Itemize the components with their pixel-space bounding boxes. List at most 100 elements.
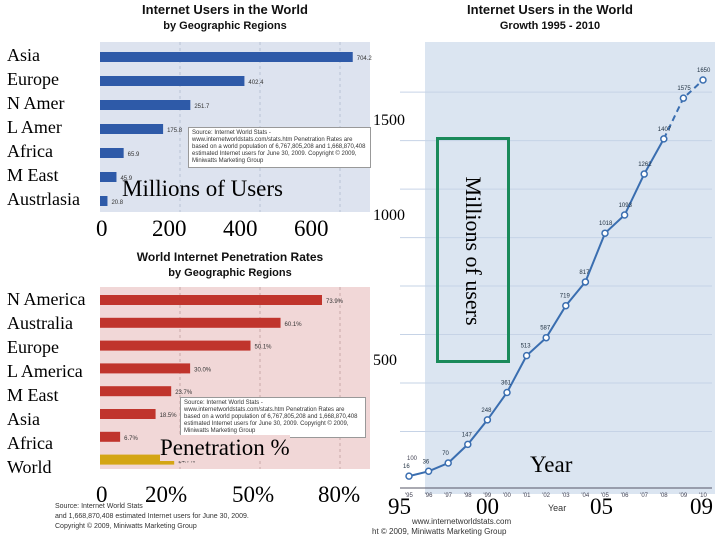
chart2-xtick-label: 50%: [232, 482, 275, 507]
chart3-inner-xtick: '97: [444, 493, 452, 499]
chart3-ytick-label: 1500: [373, 112, 405, 129]
chart3-value-label: 1407: [658, 127, 672, 133]
chart3-point: [424, 467, 433, 476]
chart1-source-note: Source: Internet World Stats - www.inter…: [188, 127, 371, 168]
chart2-title: World Internet Penetration Rates: [136, 250, 324, 264]
chart1-svg: 704.2 402.4 251.7 175.8 65.9 45.9 20.8: [100, 42, 373, 212]
chart3-point: [542, 333, 550, 342]
chart2-category-label: N America: [7, 289, 86, 309]
chart3-point: [483, 416, 492, 424]
chart2-svg: 73.9% 60.1% 50.1% 30.0% 23.7% 18.5% 6.7% 24.7%: [100, 287, 344, 469]
chart2-value-label: 30.0%: [194, 367, 212, 373]
chart1-xtick-label: 400: [223, 216, 258, 241]
chart1-xtick-label: 200: [152, 216, 187, 241]
chart3-inner-xtick: '04: [581, 493, 589, 499]
chart3-inner-xtick: '08: [660, 493, 668, 499]
chart3-point: [562, 301, 570, 310]
chart2-xlabel: Penetration %: [160, 435, 290, 461]
chart3-value-label: 513: [521, 344, 532, 350]
chart1-subtitle: by Geographic Regions: [163, 20, 287, 32]
chart1-value-label: 251.7: [194, 104, 210, 110]
chart2-value-label: 50.1%: [255, 345, 273, 351]
chart1-category-label: Africa: [7, 141, 53, 161]
chart2-value-label: 23.7%: [175, 390, 193, 396]
chart1-category-label: Europe: [7, 69, 59, 89]
chart3-ylabel-box: [436, 137, 510, 363]
chart3-value-label: 361: [501, 380, 512, 386]
chart1-category-label: M East: [7, 165, 59, 185]
chart1-bar: [100, 52, 353, 62]
chart3-point: [581, 278, 590, 286]
chart1-xtick-label: 600: [294, 216, 329, 241]
chart3-point: [405, 472, 413, 480]
chart2-bar: [100, 317, 281, 328]
chart1-bar: [100, 124, 164, 134]
chart2-bar: [100, 409, 156, 419]
chart1-title: Internet Users in the World: [142, 2, 308, 17]
chart3-value-label: 1018: [599, 221, 613, 227]
chart3-value-label: 1575: [677, 86, 691, 92]
chart2-title-block: World Internet Penetration Rates by Geog…: [100, 249, 360, 281]
chart3-bottom-note: www.internetworldstats.com ht © 2009, Mi…: [372, 517, 511, 537]
chart3-inner-xtick: '10: [699, 493, 707, 499]
chart2-value-label: 24.7%: [178, 459, 196, 465]
chart3-inner-ytick: 100: [407, 456, 418, 462]
chart2-value-label: 18.5%: [160, 413, 178, 419]
chart3-ylabel: Millions of users: [461, 176, 486, 326]
chart3-xtick-label: 00: [476, 494, 499, 519]
chart3-inner-xtick: '01: [523, 493, 531, 499]
chart3-point: [679, 94, 688, 102]
chart3-inner-xtick: '00: [503, 493, 511, 499]
chart2-category-label: World: [7, 457, 52, 477]
chart3-value-label: 147: [462, 432, 473, 438]
chart3-point: [464, 440, 472, 449]
chart3-point: [503, 388, 511, 397]
chart3-inner-xtick: '03: [562, 493, 570, 499]
chart2-bar: [100, 454, 175, 465]
chart1-value-label: 704.2: [357, 56, 373, 62]
chart1-bar: [100, 196, 108, 206]
chart3-inner-xtick: '05: [601, 493, 609, 499]
chart2-bottom-note-line2: and 1,668,870,408 estimated Internet use…: [55, 513, 249, 520]
chart3-value-label: 587: [540, 326, 551, 332]
chart1-xtick-label: 0: [96, 216, 108, 241]
chart1-bar: [100, 76, 245, 86]
chart3-ytick-label: 500: [373, 352, 397, 369]
chart3-subtitle: Growth 1995 - 2010: [499, 20, 601, 32]
chart3-point: [699, 76, 707, 84]
chart3-series-line: [408, 138, 665, 478]
chart3-inner-xlabel: Year: [548, 503, 567, 513]
chart3-xlabel: Year: [530, 452, 573, 477]
chart3-inner-xtick: '06: [621, 493, 629, 499]
chart3-value-label: 1262: [638, 162, 652, 168]
chart2-bar: [100, 295, 322, 305]
chart1-value-label: 175.8: [167, 128, 183, 134]
chart1-value-label: 402.4: [248, 80, 264, 86]
chart3-point: [660, 135, 668, 143]
chart2-category-label: Africa: [7, 433, 53, 453]
chart3-value-label: 248: [481, 408, 492, 414]
chart2-category-label: M East: [7, 385, 59, 405]
chart1-title-block: Internet Users in the World by Geographi…: [100, 2, 350, 34]
chart3-point: [601, 229, 609, 237]
chart3-point: [640, 170, 648, 178]
chart3-bottom-note-line1: www.internetworldstats.com: [412, 517, 512, 526]
chart3-point: [620, 211, 629, 219]
chart2-bottom-note-line1: Source: Internet World Stats: [55, 503, 143, 510]
chart1-bar: [100, 100, 191, 110]
chart3-inner-xtick: '96: [425, 493, 433, 499]
chart1-bar: [100, 148, 124, 158]
chart3-point: [444, 459, 452, 467]
chart2-bar: [100, 340, 251, 351]
chart2-source-note: Source: Internet World Stats - www.inter…: [180, 397, 366, 438]
chart3-title: Internet Users in the World: [467, 2, 633, 17]
chart2-xtick-label: 0: [96, 482, 108, 507]
chart1-category-labels: Asia Europe N Amer L Amer Africa M East Austrl…: [7, 43, 80, 211]
chart2-category-labels: N America Australia Europe L America M East A…: [7, 287, 85, 479]
chart2-xtick-label: 80%: [318, 482, 361, 507]
chart3-inner-xtick: '02: [542, 493, 550, 499]
chart3-value-label: 36: [423, 459, 430, 465]
chart3-point: [522, 351, 531, 360]
chart2-bar: [100, 363, 191, 374]
